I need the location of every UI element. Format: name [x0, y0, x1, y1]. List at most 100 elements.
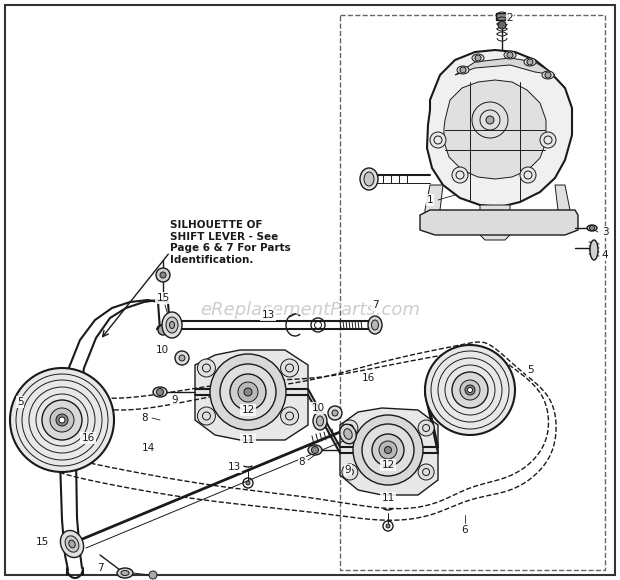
- Circle shape: [590, 226, 595, 230]
- Ellipse shape: [65, 536, 79, 552]
- Circle shape: [527, 59, 533, 65]
- Ellipse shape: [340, 424, 356, 444]
- Circle shape: [467, 387, 472, 393]
- Ellipse shape: [472, 54, 484, 62]
- Text: 10: 10: [156, 345, 169, 355]
- Circle shape: [328, 406, 342, 420]
- Text: 11: 11: [241, 435, 255, 445]
- Polygon shape: [425, 185, 443, 225]
- Ellipse shape: [524, 58, 536, 66]
- Text: eReplacementParts.com: eReplacementParts.com: [200, 301, 420, 319]
- Circle shape: [379, 441, 397, 459]
- Circle shape: [311, 447, 319, 454]
- Circle shape: [452, 167, 468, 183]
- Circle shape: [342, 464, 358, 480]
- Text: 16: 16: [361, 373, 374, 383]
- Text: 14: 14: [141, 443, 154, 453]
- Ellipse shape: [457, 66, 469, 74]
- Ellipse shape: [121, 571, 129, 575]
- Ellipse shape: [308, 445, 322, 455]
- Circle shape: [372, 434, 404, 466]
- Circle shape: [540, 132, 556, 148]
- Circle shape: [545, 72, 551, 78]
- Text: 10: 10: [311, 403, 324, 413]
- Circle shape: [175, 351, 189, 365]
- Circle shape: [281, 359, 299, 377]
- Circle shape: [418, 420, 434, 436]
- Text: 12: 12: [241, 405, 255, 415]
- Circle shape: [160, 272, 166, 278]
- Ellipse shape: [166, 317, 178, 333]
- Circle shape: [430, 132, 446, 148]
- Circle shape: [230, 374, 266, 410]
- Ellipse shape: [590, 240, 598, 260]
- Text: 16: 16: [81, 433, 95, 443]
- Ellipse shape: [316, 416, 324, 426]
- Ellipse shape: [368, 316, 382, 334]
- Circle shape: [156, 389, 164, 396]
- Text: 15: 15: [35, 537, 48, 547]
- Circle shape: [475, 55, 481, 61]
- Polygon shape: [427, 50, 572, 207]
- Circle shape: [460, 380, 480, 400]
- Bar: [340, 15, 605, 570]
- Circle shape: [386, 524, 390, 528]
- Ellipse shape: [360, 168, 378, 190]
- Polygon shape: [496, 13, 508, 20]
- Text: 8: 8: [299, 457, 305, 467]
- Ellipse shape: [504, 51, 516, 59]
- Text: 9: 9: [345, 465, 352, 475]
- Text: 12: 12: [381, 460, 394, 470]
- Ellipse shape: [117, 568, 133, 578]
- Text: 13: 13: [228, 462, 241, 472]
- Ellipse shape: [313, 412, 327, 430]
- Text: 3: 3: [601, 227, 608, 237]
- Text: SILHOUETTE OF
SHIFT LEVER - See
Page 6 & 7 For Parts
Identification.: SILHOUETTE OF SHIFT LEVER - See Page 6 &…: [170, 220, 291, 265]
- Text: 1: 1: [427, 195, 433, 205]
- Circle shape: [56, 414, 68, 426]
- Circle shape: [281, 407, 299, 425]
- Ellipse shape: [344, 429, 352, 439]
- Circle shape: [246, 481, 250, 485]
- Circle shape: [50, 408, 74, 432]
- Polygon shape: [480, 205, 510, 240]
- Text: 13: 13: [262, 310, 275, 320]
- Text: 7: 7: [97, 563, 104, 573]
- Circle shape: [342, 420, 358, 436]
- Text: 11: 11: [381, 493, 394, 503]
- Ellipse shape: [364, 172, 374, 186]
- Circle shape: [486, 116, 494, 124]
- Circle shape: [149, 571, 157, 579]
- Circle shape: [353, 415, 423, 485]
- Circle shape: [59, 417, 65, 423]
- Circle shape: [460, 67, 466, 73]
- Circle shape: [384, 447, 391, 454]
- Circle shape: [42, 400, 82, 440]
- Text: 9: 9: [172, 395, 179, 405]
- Circle shape: [452, 372, 488, 408]
- Circle shape: [425, 345, 515, 435]
- Circle shape: [197, 407, 215, 425]
- Ellipse shape: [169, 321, 174, 328]
- Circle shape: [210, 354, 286, 430]
- Circle shape: [362, 424, 414, 476]
- Circle shape: [332, 410, 338, 416]
- Circle shape: [220, 364, 276, 420]
- Circle shape: [498, 21, 506, 29]
- Ellipse shape: [587, 225, 597, 231]
- Ellipse shape: [153, 387, 167, 397]
- Text: 8: 8: [142, 413, 148, 423]
- Text: 4: 4: [601, 250, 608, 260]
- Circle shape: [10, 368, 114, 472]
- Ellipse shape: [371, 320, 378, 330]
- Ellipse shape: [162, 312, 182, 338]
- Polygon shape: [455, 58, 555, 75]
- Circle shape: [418, 464, 434, 480]
- Polygon shape: [420, 210, 578, 235]
- Text: 5: 5: [17, 397, 24, 407]
- Polygon shape: [555, 185, 570, 225]
- Circle shape: [158, 325, 168, 335]
- Circle shape: [179, 355, 185, 361]
- Ellipse shape: [69, 540, 75, 548]
- Text: 5: 5: [526, 365, 533, 375]
